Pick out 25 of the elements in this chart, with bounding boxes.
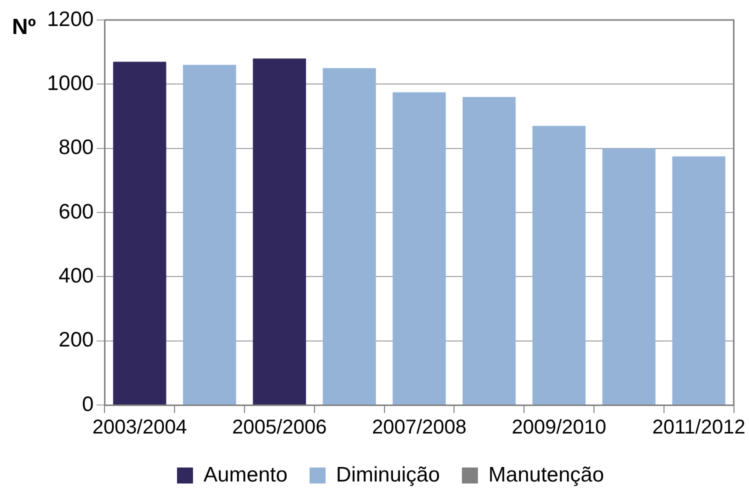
y-tick-label: 0: [82, 392, 94, 416]
bar: [672, 156, 726, 404]
bar: [602, 148, 656, 404]
bar: [252, 58, 306, 404]
x-tick-label: 2007/2008: [372, 416, 467, 439]
bar: [392, 92, 446, 404]
x-tick-label: 2009/2010: [512, 416, 606, 439]
y-tick-label: 1200: [47, 8, 94, 31]
x-tick-label: 2003/2004: [92, 416, 187, 439]
legend-label: Manutenção: [488, 463, 604, 486]
x-tick-label: 2005/2006: [232, 416, 327, 439]
bar: [113, 62, 166, 404]
legend-label: Aumento: [203, 463, 288, 486]
y-axis-title: Nº: [12, 14, 36, 40]
bar: [462, 97, 516, 404]
y-tick-label: 200: [58, 328, 94, 352]
y-tick-label: 600: [58, 200, 94, 224]
bar: [182, 64, 236, 404]
legend-label: Diminuição: [336, 463, 440, 486]
x-tick-label: 2011/2012: [652, 416, 746, 439]
y-tick-label: 400: [58, 264, 94, 288]
y-tick-label: 1000: [47, 72, 94, 95]
bar: [532, 126, 586, 404]
bar: [322, 68, 376, 404]
y-tick-label: 800: [58, 136, 94, 160]
